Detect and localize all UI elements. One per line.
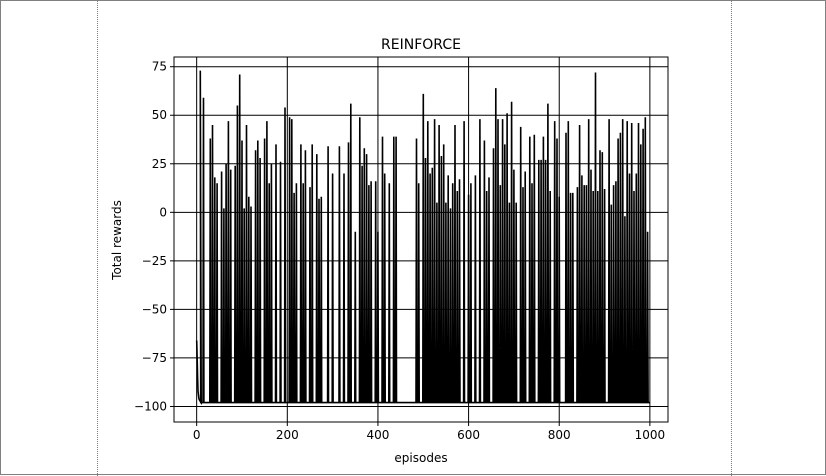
y-tick-label: −75 — [142, 351, 167, 365]
chart-title: REINFORCE — [381, 37, 461, 53]
x-axis-ticks: 0 200 400 600 800 1000 — [193, 422, 665, 442]
plot-area-border — [173, 56, 669, 423]
x-tick-label: 800 — [548, 428, 571, 442]
x-axis-label: episodes — [394, 451, 447, 465]
x-tick-label: 200 — [276, 428, 299, 442]
y-tick-label: 0 — [159, 205, 167, 219]
series-line — [195, 70, 650, 406]
y-tick-label: −100 — [134, 399, 167, 413]
y-tick-label: −50 — [142, 302, 167, 316]
x-tick-label: 1000 — [635, 428, 666, 442]
x-tick-label: 0 — [193, 428, 201, 442]
y-axis-ticks: 75 50 25 0 −25 −50 −75 −100 — [134, 60, 174, 413]
y-tick-label: −25 — [142, 254, 167, 268]
y-axis-label: Total rewards — [110, 200, 124, 281]
x-tick-label: 400 — [366, 428, 389, 442]
right-page-guide — [731, 1, 732, 476]
y-tick-label: 50 — [152, 108, 167, 122]
left-page-guide — [97, 1, 98, 476]
x-tick-label: 600 — [457, 428, 480, 442]
y-tick-label: 25 — [152, 157, 167, 171]
series-reinforce — [195, 70, 650, 406]
y-tick-label: 75 — [152, 60, 167, 74]
